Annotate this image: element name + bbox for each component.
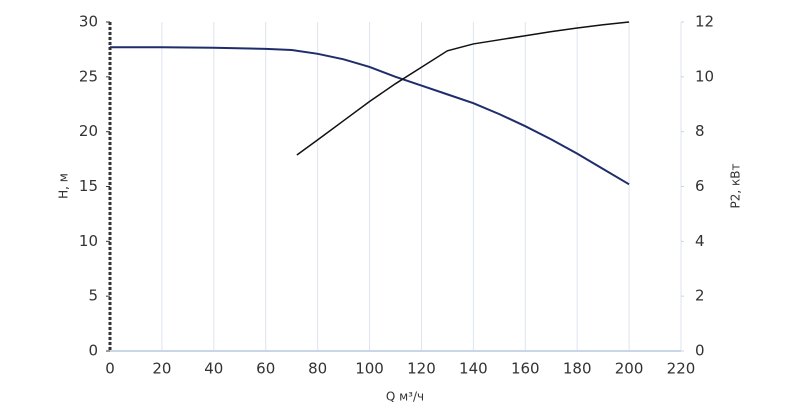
y2-axis-label: P2, кВт <box>729 164 743 209</box>
x-tick-label: 20 <box>152 360 171 378</box>
y-tick-label: 0 <box>88 342 98 360</box>
y-tick-label: 25 <box>79 67 98 85</box>
x-tick-label: 80 <box>308 360 327 378</box>
y-tick-label: 30 <box>79 13 98 31</box>
y2-tick-label: 6 <box>695 177 705 195</box>
x-tick-label: 40 <box>204 360 223 378</box>
x-tick-label: 200 <box>615 360 644 378</box>
y-tick-label: 10 <box>79 232 98 250</box>
x-tick-label: 60 <box>256 360 275 378</box>
y-tick-label: 20 <box>79 122 98 140</box>
y2-tick-label: 8 <box>695 122 705 140</box>
y2-tick-label: 4 <box>695 232 705 250</box>
y2-tick-label: 2 <box>695 287 705 305</box>
curve <box>110 46 630 186</box>
x-tick-label: 140 <box>459 360 488 378</box>
curve <box>296 21 630 156</box>
y-axis-label: H, м <box>57 173 71 199</box>
x-tick-label: 100 <box>355 360 384 378</box>
y-tick-label: 5 <box>88 287 98 305</box>
x-tick-label: 220 <box>667 360 696 378</box>
x-tick-label: 180 <box>563 360 592 378</box>
y2-tick-label: 10 <box>695 67 714 85</box>
y2-tick-label: 0 <box>695 342 705 360</box>
x-tick-label: 120 <box>407 360 436 378</box>
y-tick-label: 15 <box>79 177 98 195</box>
y2-tick-label: 12 <box>695 13 714 31</box>
x-tick-label: 0 <box>105 360 115 378</box>
x-tick-label: 160 <box>511 360 540 378</box>
x-axis-label: Q м³/ч <box>386 390 424 404</box>
